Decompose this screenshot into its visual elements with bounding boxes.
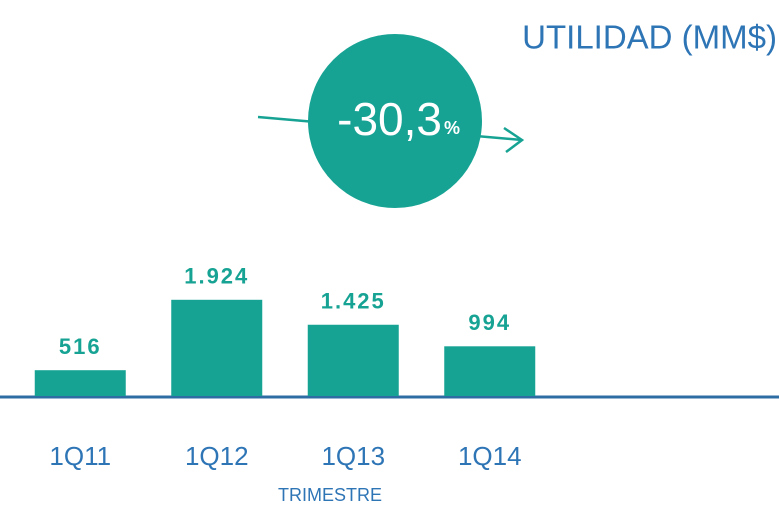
value-label: 1.924 (184, 264, 249, 289)
bar (34, 370, 126, 396)
x-tick-label: 1Q12 (185, 441, 249, 471)
bar (444, 346, 536, 396)
value-label: 1.425 (321, 289, 386, 314)
annotation: -30,3 (337, 93, 442, 145)
bar (307, 324, 399, 396)
x-tick-label: 1Q11 (49, 441, 111, 471)
bar (171, 299, 263, 396)
value-label: 516 (59, 334, 102, 359)
arrow-head (503, 126, 525, 153)
annotation-unit: % (444, 118, 460, 138)
value-label: 994 (468, 310, 511, 335)
chart-title: UTILIDAD (MM$) (522, 19, 777, 56)
x-tick-label: 1Q13 (321, 441, 385, 471)
badge-circle (308, 34, 482, 208)
trend-arrow (257, 115, 523, 142)
x-axis-label: TRIMESTRE (278, 485, 382, 505)
x-tick-label: 1Q14 (458, 441, 522, 471)
